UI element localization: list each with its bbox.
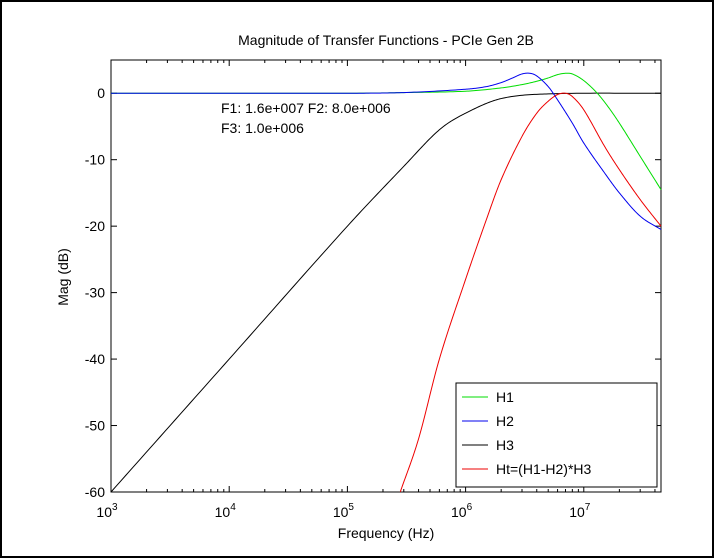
y-tick-label: -20 <box>85 218 105 234</box>
x-tick-label: 103 <box>96 502 118 520</box>
y-tick-label: -10 <box>85 152 105 168</box>
series-line-2 <box>111 72 662 230</box>
series-lines <box>110 72 662 493</box>
series-line-3 <box>110 92 662 493</box>
series-line-4 <box>399 92 662 493</box>
x-axis-ticks: 103 104 105 106 107 <box>96 60 591 520</box>
legend-label: H3 <box>496 437 514 453</box>
x-tick-label: 105 <box>333 502 355 520</box>
legend-box <box>455 382 658 488</box>
chart-title: Magnitude of Transfer Functions - PCIe G… <box>238 32 534 48</box>
y-axis-label: Mag (dB) <box>55 248 71 306</box>
y-tick-label: -50 <box>85 418 105 434</box>
annotation-filter-f3: F3: 1.0e+006 <box>221 120 304 136</box>
y-tick-label: -30 <box>85 285 105 301</box>
x-tick-label: 104 <box>215 502 237 520</box>
series-line-1 <box>111 72 662 190</box>
legend: H1 H2 H3 Ht=(H1-H2)*H3 <box>455 382 658 488</box>
legend-label: H1 <box>496 389 514 405</box>
legend-label: H2 <box>496 413 514 429</box>
x-axis-label: Frequency (Hz) <box>338 525 434 541</box>
legend-label: Ht=(H1-H2)*H3 <box>496 461 592 477</box>
annotation-filter-f1-f2: F1: 1.6e+007 F2: 8.0e+006 <box>221 100 391 116</box>
y-axis-ticks: 0 -10 -20 -30 -40 -50 -60 <box>85 85 661 500</box>
x-tick-label: 107 <box>569 502 591 520</box>
y-tick-label: -40 <box>85 351 105 367</box>
minor-ticks <box>146 60 656 492</box>
x-tick-label: 106 <box>451 502 473 520</box>
y-tick-label: 0 <box>97 85 105 101</box>
y-tick-label: -60 <box>85 484 105 500</box>
